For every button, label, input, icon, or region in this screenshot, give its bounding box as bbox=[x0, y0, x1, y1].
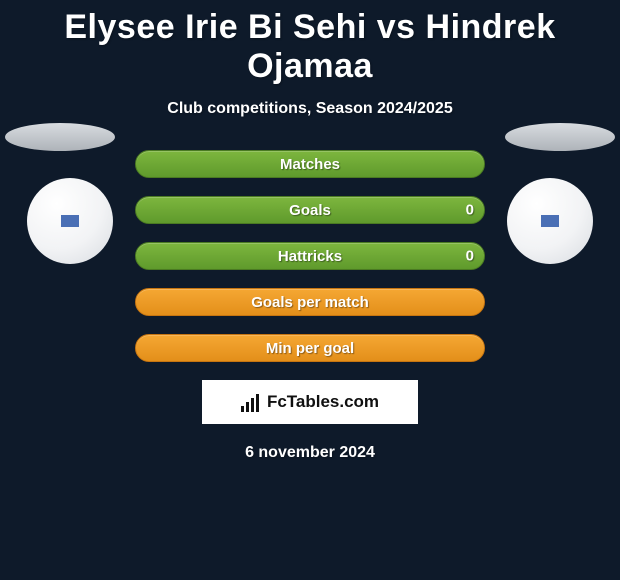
stat-row-min-per-goal: Min per goal bbox=[135, 334, 485, 362]
stat-row-hattricks: Hattricks 0 bbox=[135, 242, 485, 270]
stat-label: Hattricks bbox=[278, 248, 342, 265]
stat-row-matches: Matches bbox=[135, 150, 485, 178]
brand-label: FcTables.com bbox=[267, 392, 379, 412]
page-subtitle: Club competitions, Season 2024/2025 bbox=[0, 100, 620, 118]
player-left-ball bbox=[27, 178, 113, 264]
stat-right-value: 0 bbox=[466, 202, 474, 219]
player-left-flag-icon bbox=[61, 215, 79, 227]
player-right-platform bbox=[505, 123, 615, 151]
player-right-ball bbox=[507, 178, 593, 264]
stat-right-value: 0 bbox=[466, 248, 474, 265]
player-right-flag-icon bbox=[541, 215, 559, 227]
brand-box: FcTables.com bbox=[202, 380, 418, 424]
stat-label: Goals per match bbox=[251, 294, 369, 311]
stat-label: Min per goal bbox=[266, 340, 354, 357]
stat-label: Goals bbox=[289, 202, 331, 219]
brand-bars-icon bbox=[241, 392, 261, 412]
date-label: 6 november 2024 bbox=[0, 444, 620, 462]
stats-container: Matches Goals 0 Hattricks 0 Goals per ma… bbox=[135, 150, 485, 362]
player-left-platform bbox=[5, 123, 115, 151]
stat-row-goals-per-match: Goals per match bbox=[135, 288, 485, 316]
page-title: Elysee Irie Bi Sehi vs Hindrek Ojamaa bbox=[0, 0, 620, 86]
stat-row-goals: Goals 0 bbox=[135, 196, 485, 224]
stat-label: Matches bbox=[280, 156, 340, 173]
